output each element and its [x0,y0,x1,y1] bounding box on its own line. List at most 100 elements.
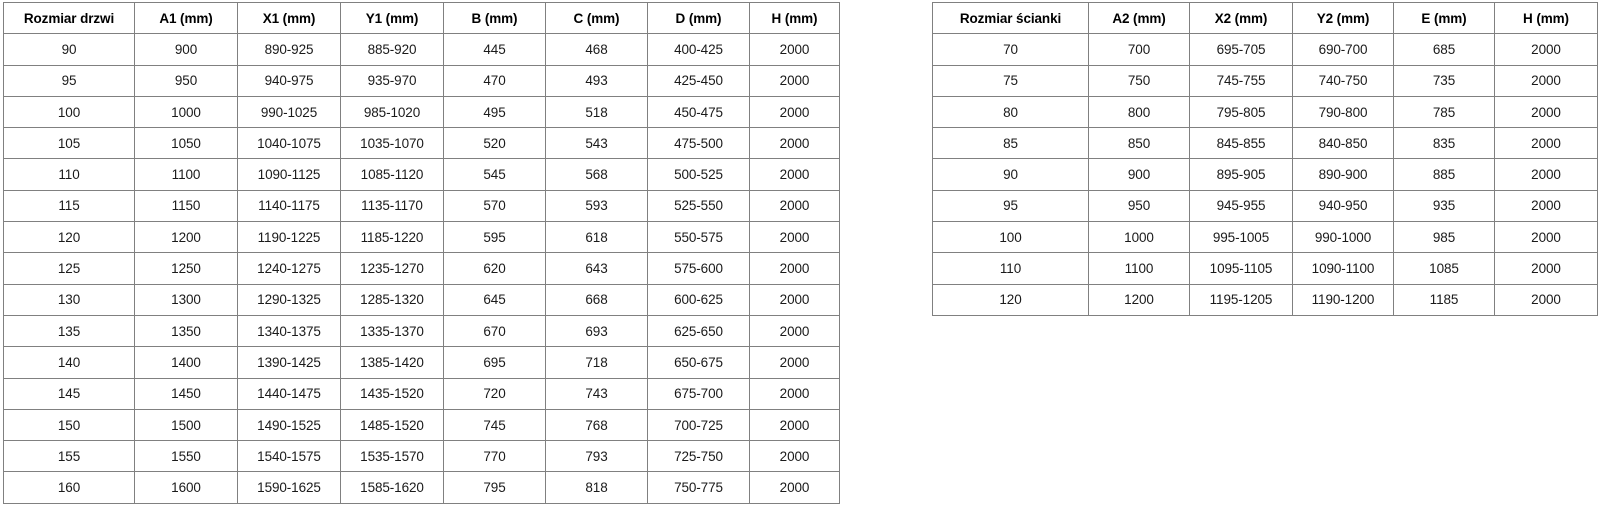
table-cell: 690-700 [1292,33,1394,66]
table-cell: 75 [932,64,1089,97]
table-cell: 2000 [749,346,840,379]
table-row: 95 950 940-975 935-970 470 493 425-450 2000 [3,64,840,97]
table-cell: 693 [545,314,648,348]
table-cell: 1000 [134,95,238,129]
table-cell: 2000 [1494,95,1598,129]
table-cell: 945-955 [1189,189,1293,223]
table-cell: 115 [3,189,135,223]
table-cell: 618 [545,221,648,254]
table-cell: 885-920 [340,33,444,66]
column-header: B (mm) [443,1,546,35]
table-cell: 1335-1370 [340,314,444,348]
doors-table-body: 90 900 890-925 885-920 445 468 400-425 2000 95 95… [3,33,840,504]
table-cell: 2000 [749,377,840,410]
table-cell: 400-425 [647,33,750,66]
table-cell: 95 [3,64,135,97]
table-row: 120 1200 1190-1225 1185-1220 595 618 550-575 20… [3,221,840,254]
column-header: X2 (mm) [1189,1,1293,35]
table-cell: 793 [545,440,648,473]
table-cell: 950 [134,64,238,97]
table-row: 95 950 945-955 940-950 935 2000 [932,189,1598,223]
table-cell: 1090-1100 [1292,252,1394,285]
table-cell: 785 [1393,95,1495,129]
wall-table-body: 70 700 695-705 690-700 685 2000 75 750 745-755 74… [932,33,1598,316]
doors-dimensions-table: Rozmiar drzwi A1 (mm) X1 (mm) Y1 (mm) B (mm)… [3,1,840,504]
table-cell: 1085-1120 [340,158,444,191]
table-cell: 470 [443,64,546,97]
table-header-row: Rozmiar drzwi A1 (mm) X1 (mm) Y1 (mm) B (mm)… [3,1,840,35]
table-cell: 675-700 [647,377,750,410]
table-cell: 2000 [749,440,840,473]
table-cell: 593 [545,189,648,223]
table-cell: 125 [3,252,135,285]
table-cell: 1095-1105 [1189,252,1293,285]
table-cell: 745 [443,408,546,442]
table-cell: 695-705 [1189,33,1293,66]
column-header: Rozmiar ścianki [932,1,1089,35]
table-cell: 1540-1575 [237,440,341,473]
table-cell: 800 [1088,95,1190,129]
table-cell: 2000 [1494,158,1598,191]
table-cell: 670 [443,314,546,348]
table-cell: 1435-1520 [340,377,444,410]
table-cell: 750-775 [647,471,750,504]
table-row: 135 1350 1340-1375 1335-1370 670 693 625-650 20… [3,314,840,348]
table-cell: 1535-1570 [340,440,444,473]
table-cell: 1035-1070 [340,127,444,160]
table-row: 120 1200 1195-1205 1190-1200 1185 2000 [932,283,1598,316]
table-cell: 2000 [749,33,840,66]
column-header: Rozmiar drzwi [3,1,135,35]
table-cell: 525-550 [647,189,750,223]
table-cell: 1195-1205 [1189,283,1293,316]
table-cell: 2000 [1494,127,1598,160]
table-cell: 818 [545,471,648,504]
table-cell: 940-950 [1292,189,1394,223]
table-cell: 1400 [134,346,238,379]
table-row: 155 1550 1540-1575 1535-1570 770 793 725-750 20… [3,440,840,473]
table-cell: 155 [3,440,135,473]
table-cell: 990-1025 [237,95,341,129]
wall-dimensions-table: Rozmiar ścianki A2 (mm) X2 (mm) Y2 (mm) E (m… [932,1,1598,316]
table-cell: 890-900 [1292,158,1394,191]
table-cell: 2000 [1494,283,1598,316]
table-cell: 985-1020 [340,95,444,129]
table-cell: 1390-1425 [237,346,341,379]
table-row: 100 1000 995-1005 990-1000 985 2000 [932,221,1598,254]
column-header: A1 (mm) [134,1,238,35]
table-cell: 550-575 [647,221,750,254]
table-cell: 1100 [134,158,238,191]
table-cell: 120 [3,221,135,254]
table-cell: 2000 [749,471,840,504]
doors-table-header: Rozmiar drzwi A1 (mm) X1 (mm) Y1 (mm) B (mm)… [3,1,840,35]
table-row: 90 900 895-905 890-900 885 2000 [932,158,1598,191]
column-header: E (mm) [1393,1,1495,35]
table-cell: 493 [545,64,648,97]
table-row: 90 900 890-925 885-920 445 468 400-425 2000 [3,33,840,66]
table-cell: 1550 [134,440,238,473]
table-row: 85 850 845-855 840-850 835 2000 [932,127,1598,160]
table-cell: 495 [443,95,546,129]
table-cell: 425-450 [647,64,750,97]
table-cell: 2000 [1494,33,1598,66]
table-cell: 845-855 [1189,127,1293,160]
table-cell: 1450 [134,377,238,410]
table-row: 125 1250 1240-1275 1235-1270 620 643 575-600 20… [3,252,840,285]
table-cell: 570 [443,189,546,223]
table-cell: 668 [545,283,648,316]
table-cell: 1290-1325 [237,283,341,316]
table-cell: 1190-1200 [1292,283,1394,316]
table-row: 145 1450 1440-1475 1435-1520 720 743 675-700 20… [3,377,840,410]
table-cell: 700 [1088,33,1190,66]
table-cell: 1140-1175 [237,189,341,223]
table-cell: 85 [932,127,1089,160]
table-cell: 2000 [1494,189,1598,223]
table-cell: 1150 [134,189,238,223]
table-row: 110 1100 1095-1105 1090-1100 1085 2000 [932,252,1598,285]
table-cell: 740-750 [1292,64,1394,97]
table-cell: 543 [545,127,648,160]
table-cell: 985 [1393,221,1495,254]
table-cell: 1200 [1088,283,1190,316]
table-cell: 130 [3,283,135,316]
table-header-row: Rozmiar ścianki A2 (mm) X2 (mm) Y2 (mm) E (m… [932,1,1598,35]
